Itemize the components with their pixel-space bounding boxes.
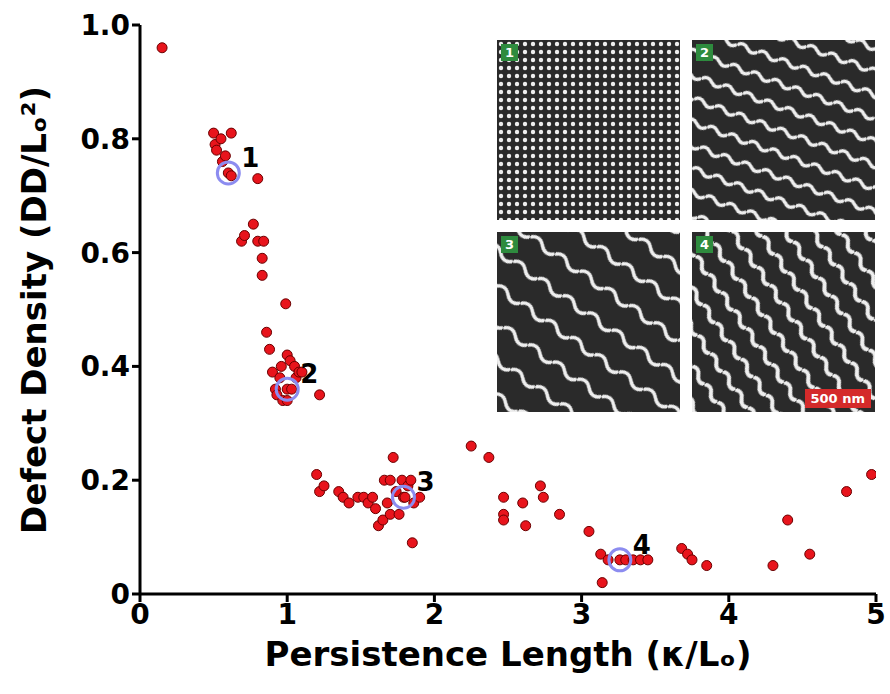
svg-text:5: 5 xyxy=(866,598,885,631)
svg-text:2: 2 xyxy=(300,359,318,389)
svg-text:1: 1 xyxy=(241,143,259,173)
svg-text:0.4: 0.4 xyxy=(80,350,130,383)
svg-text:0.6: 0.6 xyxy=(80,237,130,270)
svg-text:0: 0 xyxy=(130,598,149,631)
svg-text:4: 4 xyxy=(719,598,738,631)
svg-text:2: 2 xyxy=(425,598,444,631)
html-text:3: 3 xyxy=(505,237,514,252)
html-text:4: 4 xyxy=(700,237,709,252)
html-text:Persistence Length (κ/Lₒ): Persistence Length (κ/Lₒ) xyxy=(264,634,752,674)
svg-text:1.0: 1.0 xyxy=(80,9,130,42)
html-text:2: 2 xyxy=(700,45,709,60)
html-text:1: 1 xyxy=(505,45,514,60)
svg-text:3: 3 xyxy=(416,467,434,497)
svg-text:0: 0 xyxy=(111,578,130,611)
svg-text:0.8: 0.8 xyxy=(80,123,130,156)
html-text:Defect Density (DD/Lₒ²): Defect Density (DD/Lₒ²) xyxy=(14,85,54,534)
svg-text:3: 3 xyxy=(572,598,591,631)
svg-text:1: 1 xyxy=(277,598,296,631)
svg-text:4: 4 xyxy=(633,530,651,560)
html-text:500 nm: 500 nm xyxy=(810,391,865,406)
svg-text:0.2: 0.2 xyxy=(80,464,130,497)
